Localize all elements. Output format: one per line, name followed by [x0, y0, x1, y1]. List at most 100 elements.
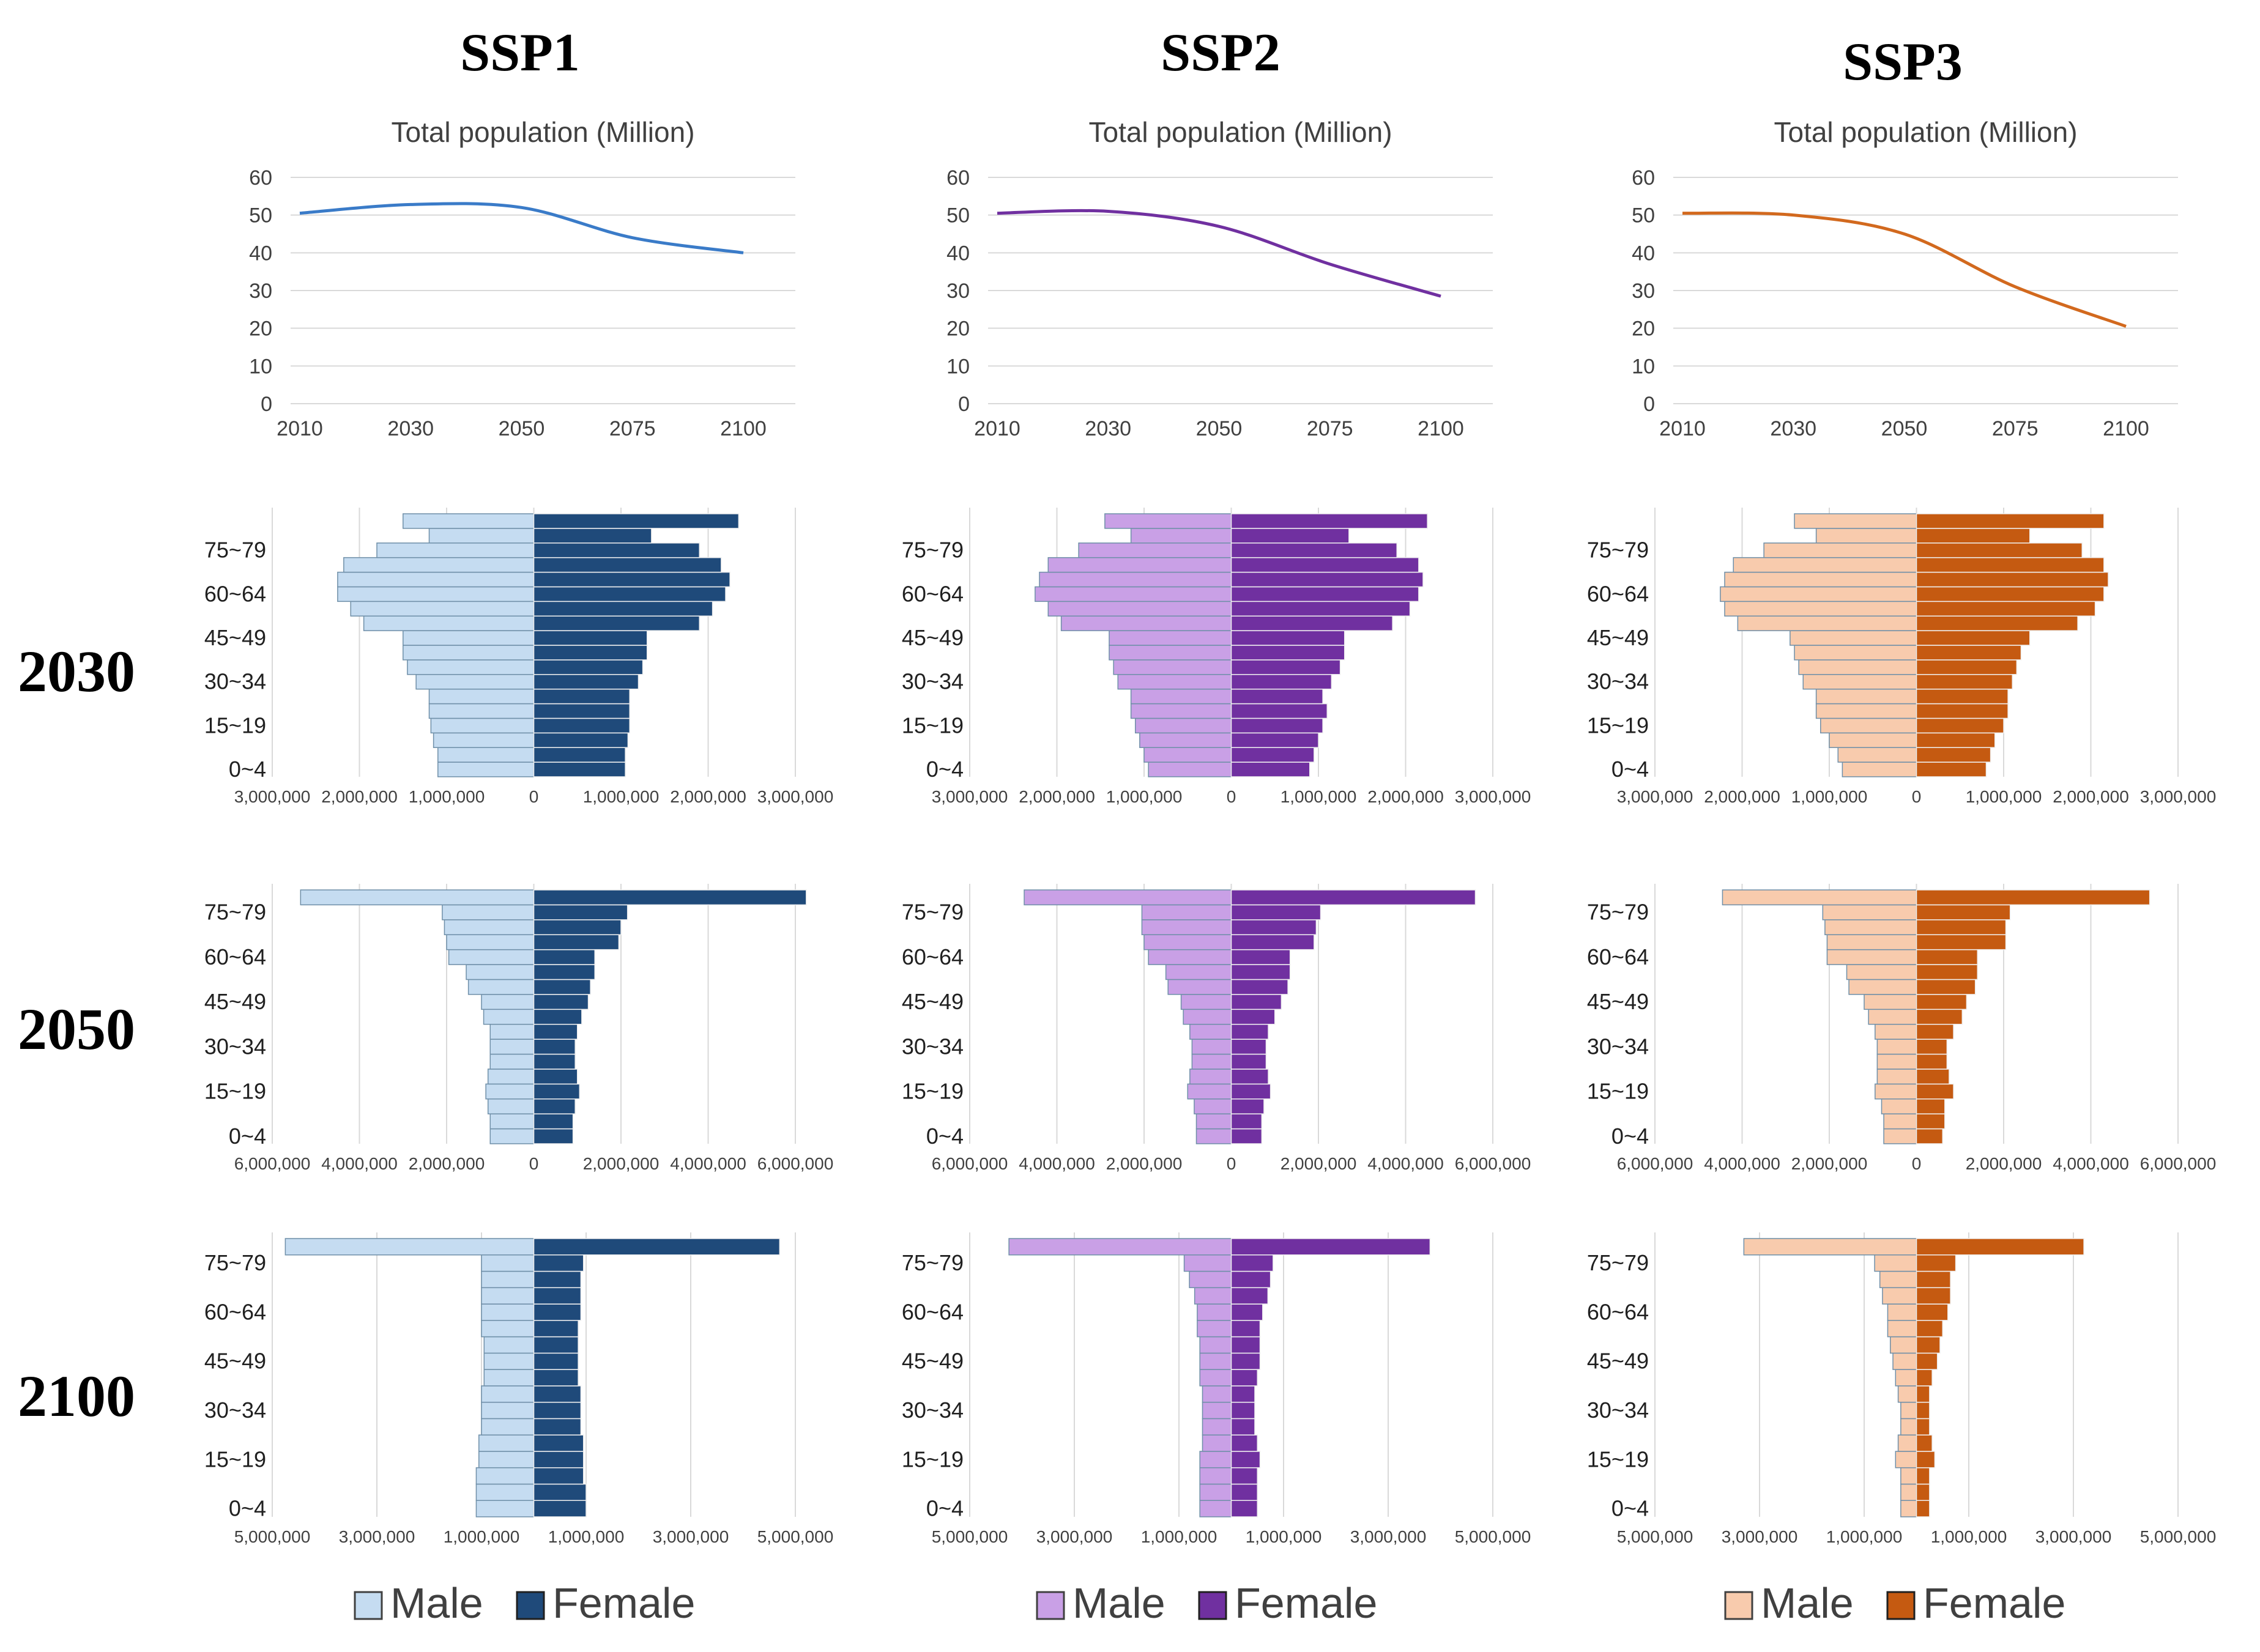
year-title-2100: 2100	[18, 1363, 135, 1429]
y-tick-label: 40	[946, 242, 970, 265]
male-bar	[448, 949, 535, 965]
x-tick-label: 4,000,000	[1367, 1154, 1444, 1173]
male-bar	[1842, 761, 1917, 777]
x-tick-label: 2,000,000	[1791, 1154, 1868, 1173]
male-bar	[1104, 513, 1232, 529]
female-bar	[533, 1434, 584, 1452]
female-bar	[533, 557, 722, 573]
male-bar	[1798, 659, 1917, 675]
legend-male-label: Male	[1761, 1579, 1854, 1627]
male-bar	[1876, 1039, 1917, 1055]
male-bar	[481, 1287, 535, 1305]
female-bar	[1230, 994, 1282, 1010]
male-bar	[1722, 889, 1917, 906]
age-group-label: 75~79	[902, 900, 964, 925]
male-bar	[1876, 1053, 1917, 1070]
male-bar	[1199, 1483, 1232, 1501]
male-bar	[437, 761, 535, 777]
male-bar	[1180, 994, 1232, 1010]
y-tick-label: 10	[249, 355, 272, 378]
female-bar	[533, 889, 807, 906]
female-bar	[1916, 586, 2105, 602]
female-bar	[1230, 1418, 1255, 1435]
male-bar	[1826, 949, 1917, 965]
female-bar	[1230, 919, 1317, 935]
x-tick-label: 2075	[1307, 417, 1353, 440]
male-bar	[1733, 557, 1917, 573]
female-bar	[1230, 1098, 1265, 1114]
female-bar	[1230, 747, 1315, 763]
female-bar	[1230, 1069, 1269, 1085]
male-bar	[1202, 1401, 1232, 1420]
age-group-label: 75~79	[204, 900, 266, 925]
population-pyramid-ssp2-2100: 5,000,000 3,000,000 1,000,000 1,000,000 3,00…	[902, 1232, 1531, 1546]
female-bar	[1916, 1009, 1963, 1025]
male-bar	[1183, 1254, 1232, 1272]
legend-male-label: Male	[1072, 1579, 1165, 1627]
female-bar	[533, 1069, 578, 1085]
male-bar	[1837, 747, 1917, 763]
y-tick-label: 50	[1632, 204, 1655, 228]
male-bar	[428, 528, 535, 544]
female-bar	[1916, 1039, 1948, 1055]
female-bar	[1916, 904, 2011, 920]
x-tick-label: 1,000,000	[1931, 1527, 2007, 1546]
y-tick-label: 20	[249, 317, 272, 341]
age-group-label: 0~4	[1611, 757, 1649, 782]
female-bar	[533, 747, 626, 763]
female-bar	[1916, 964, 1978, 980]
x-tick-label: 5,000,000	[932, 1527, 1008, 1546]
female-bar	[1230, 586, 1419, 602]
male-bar	[1191, 1039, 1232, 1055]
female-bar	[533, 1385, 582, 1403]
female-bar	[533, 1352, 579, 1370]
population-pyramid-ssp3-2050: 6,000,000 4,000,000 2,000,000 0 2,000,000 4,0…	[1587, 884, 2216, 1173]
male-bar	[481, 1303, 535, 1321]
male-bar	[1202, 1385, 1232, 1403]
scenario-title-ssp3: SSP3	[1843, 32, 1963, 92]
female-bar	[1916, 528, 2031, 544]
age-group-label: 30~34	[204, 669, 266, 694]
male-bar	[1887, 1303, 1917, 1321]
male-bar	[1194, 1098, 1232, 1114]
year-title-2050: 2050	[18, 996, 135, 1062]
female-bar	[1916, 645, 2022, 661]
female-bar	[1230, 1303, 1263, 1321]
x-tick-label: 3,000,000	[1350, 1527, 1427, 1546]
female-bar	[1916, 1270, 1951, 1289]
male-bar	[481, 994, 535, 1010]
male-bar	[1202, 1434, 1232, 1452]
female-bar	[1916, 1113, 1946, 1130]
female-bar	[1916, 1451, 1936, 1469]
male-bar	[1130, 688, 1232, 705]
x-tick-label: 6,000,000	[932, 1154, 1008, 1173]
female-bar	[1230, 645, 1345, 661]
x-tick-label: 4,000,000	[1704, 1154, 1780, 1173]
male-bar	[1881, 1098, 1917, 1114]
male-bar	[1868, 1009, 1917, 1025]
age-group-label: 75~79	[204, 538, 266, 563]
female-bar	[1230, 1083, 1271, 1100]
male-bar	[430, 717, 535, 734]
male-bar	[1199, 1336, 1232, 1354]
y-tick-label: 50	[249, 204, 272, 228]
female-bar	[1230, 949, 1291, 965]
female-bar	[1230, 688, 1323, 705]
x-tick-label: 2,000,000	[583, 1154, 660, 1173]
x-tick-label: 2010	[277, 417, 323, 440]
male-bar	[1900, 1401, 1917, 1420]
y-tick-label: 40	[249, 242, 272, 265]
x-tick-label: 6,000,000	[2140, 1154, 2217, 1173]
age-group-label: 15~19	[1587, 713, 1649, 738]
female-bar	[533, 1369, 579, 1387]
male-bar	[1195, 1128, 1232, 1144]
female-bar	[1916, 1083, 1954, 1100]
female-bar	[533, 979, 591, 995]
female-bar	[1230, 1270, 1271, 1289]
male-bar	[1864, 994, 1917, 1010]
male-bar	[475, 1467, 535, 1485]
age-group-label: 30~34	[204, 1398, 266, 1423]
male-bar	[363, 615, 535, 631]
female-bar	[1916, 1418, 1930, 1435]
female-bar	[1230, 904, 1321, 920]
